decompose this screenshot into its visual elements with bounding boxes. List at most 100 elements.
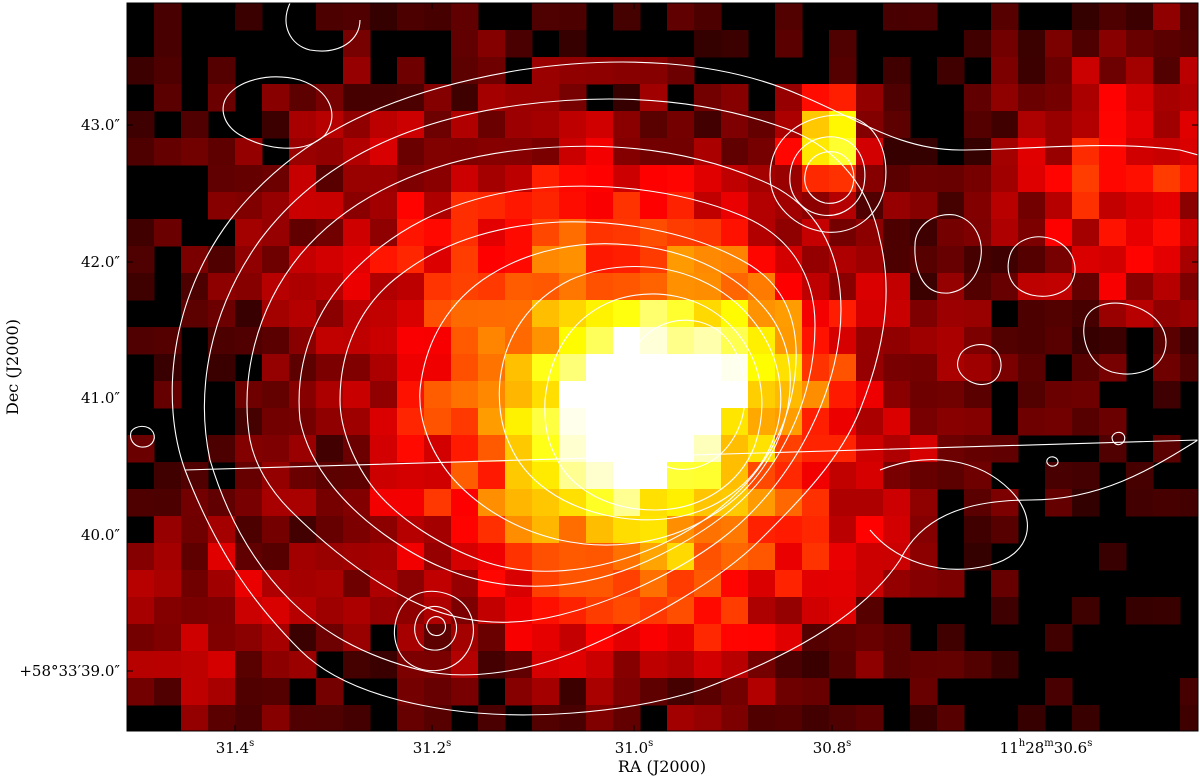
image-pixel — [883, 543, 911, 571]
image-pixel — [802, 435, 830, 463]
image-pixel — [424, 300, 452, 328]
image-pixel — [505, 597, 533, 625]
image-pixel — [910, 3, 938, 31]
image-pixel — [667, 489, 695, 517]
image-pixel — [775, 624, 803, 652]
image-pixel — [775, 651, 803, 679]
image-pixel — [532, 489, 560, 517]
image-pixel — [316, 219, 344, 247]
image-pixel — [802, 300, 830, 328]
contour-ring-top-left — [222, 76, 333, 149]
image-pixel — [721, 219, 749, 247]
image-pixel — [1153, 3, 1181, 31]
image-pixel — [397, 705, 425, 731]
image-pixel — [559, 111, 587, 139]
image-pixel — [316, 516, 344, 544]
image-pixel — [1018, 192, 1046, 220]
image-pixel — [856, 273, 884, 301]
image-pixel — [478, 381, 506, 409]
image-pixel — [721, 192, 749, 220]
image-pixel — [451, 219, 479, 247]
image-pixel — [343, 705, 371, 731]
image-pixel — [289, 354, 317, 382]
image-pixel — [127, 138, 155, 166]
image-pixel — [1045, 408, 1073, 436]
image-pixel — [856, 381, 884, 409]
image-pixel — [964, 435, 992, 463]
image-pixel — [1153, 30, 1181, 58]
image-pixel — [235, 435, 263, 463]
image-pixel — [505, 111, 533, 139]
image-pixel — [937, 624, 965, 652]
image-pixel — [829, 516, 857, 544]
image-pixel — [802, 597, 830, 625]
image-pixel — [1126, 462, 1154, 490]
image-pixel — [289, 111, 317, 139]
image-pixel — [964, 354, 992, 382]
image-pixel — [343, 381, 371, 409]
image-pixel — [208, 597, 236, 625]
image-pixel — [1180, 678, 1198, 706]
image-pixel — [964, 462, 992, 490]
image-pixel — [532, 3, 560, 31]
image-pixel — [451, 327, 479, 355]
image-pixel — [316, 462, 344, 490]
image-pixel — [721, 570, 749, 598]
image-pixel — [289, 651, 317, 679]
image-pixel — [370, 3, 398, 31]
image-pixel — [478, 111, 506, 139]
image-pixel — [883, 624, 911, 652]
image-pixel — [1045, 300, 1073, 328]
image-pixel — [640, 570, 668, 598]
image-pixel — [289, 543, 317, 571]
image-pixel — [1018, 354, 1046, 382]
image-pixel — [424, 138, 452, 166]
image-pixel — [694, 246, 722, 274]
image-pixel — [181, 678, 209, 706]
image-pixel — [532, 273, 560, 301]
image-pixel — [991, 138, 1019, 166]
image-pixel — [991, 651, 1019, 679]
plot-frame — [126, 2, 1199, 732]
contour-tail-right — [869, 459, 1028, 570]
image-pixel — [748, 138, 776, 166]
image-pixel — [667, 327, 695, 355]
image-pixel — [370, 327, 398, 355]
image-pixel — [424, 246, 452, 274]
image-pixel — [262, 246, 290, 274]
image-pixel — [1126, 165, 1154, 193]
image-pixel — [505, 651, 533, 679]
image-pixel — [397, 408, 425, 436]
image-pixel — [856, 570, 884, 598]
image-pixel — [424, 408, 452, 436]
image-pixel — [1072, 165, 1100, 193]
image-pixel — [262, 624, 290, 652]
image-pixel — [1180, 165, 1198, 193]
image-pixel — [991, 192, 1019, 220]
image-pixel — [910, 354, 938, 382]
image-pixel — [694, 678, 722, 706]
image-pixel — [991, 111, 1019, 139]
image-pixel — [289, 570, 317, 598]
image-pixel — [235, 516, 263, 544]
image-pixel — [478, 84, 506, 112]
image-pixel — [694, 273, 722, 301]
image-pixel — [694, 3, 722, 31]
image-pixel — [586, 354, 614, 382]
image-pixel — [613, 543, 641, 571]
image-pixel — [1180, 111, 1198, 139]
image-pixel — [856, 138, 884, 166]
x-tick-label: 31.2s — [413, 738, 452, 757]
image-pixel — [343, 354, 371, 382]
image-pixel — [397, 246, 425, 274]
image-pixel — [289, 165, 317, 193]
image-pixel — [964, 516, 992, 544]
image-pixel — [1045, 30, 1073, 58]
image-pixel — [667, 597, 695, 625]
image-pixel — [1045, 462, 1073, 490]
image-pixel — [559, 327, 587, 355]
image-pixel — [856, 354, 884, 382]
image-pixel — [316, 192, 344, 220]
image-pixel — [829, 57, 857, 85]
image-pixel — [262, 597, 290, 625]
